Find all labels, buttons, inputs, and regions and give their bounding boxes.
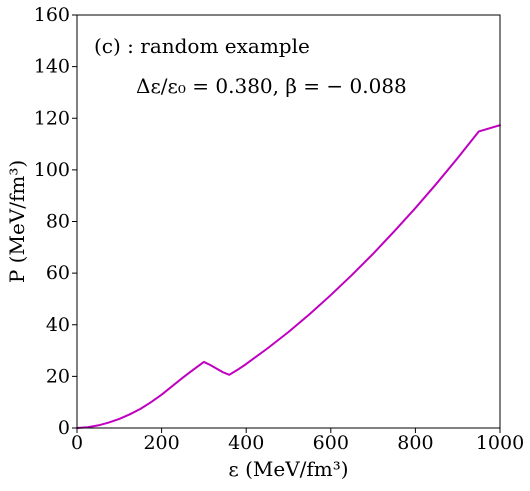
y-axis-label: P (MeV/fm³) — [5, 160, 29, 283]
series-line — [76, 124, 501, 429]
x-tick-label: 600 — [313, 432, 349, 454]
y-tick-label: 80 — [46, 211, 70, 233]
y-tick-label: 140 — [34, 56, 70, 78]
y-tick-label: 100 — [34, 159, 70, 181]
y-tick-label: 160 — [34, 4, 70, 26]
annotation-panel-label: (c) : random example — [94, 34, 310, 58]
y-tick-label: 60 — [46, 262, 70, 284]
plot-area — [76, 124, 501, 429]
x-tick-label: 400 — [228, 432, 264, 454]
annotation-parameters: Δε/ε₀ = 0.380, β = − 0.088 — [136, 74, 407, 98]
axis-ticks: 0 200 400 600 800 1000 0 20 40 60 80 100 120 140 160 — [34, 4, 524, 454]
x-tick-label: 200 — [143, 432, 179, 454]
y-tick-label: 40 — [46, 314, 70, 336]
x-tick-label: 0 — [71, 432, 83, 454]
x-axis-label: ε (MeV/fm³) — [228, 457, 348, 481]
y-tick-label: 20 — [46, 365, 70, 387]
x-tick-label: 1000 — [476, 432, 524, 454]
y-tick-label: 120 — [34, 107, 70, 129]
y-tick-label: 0 — [58, 417, 70, 439]
x-tick-label: 800 — [397, 432, 433, 454]
